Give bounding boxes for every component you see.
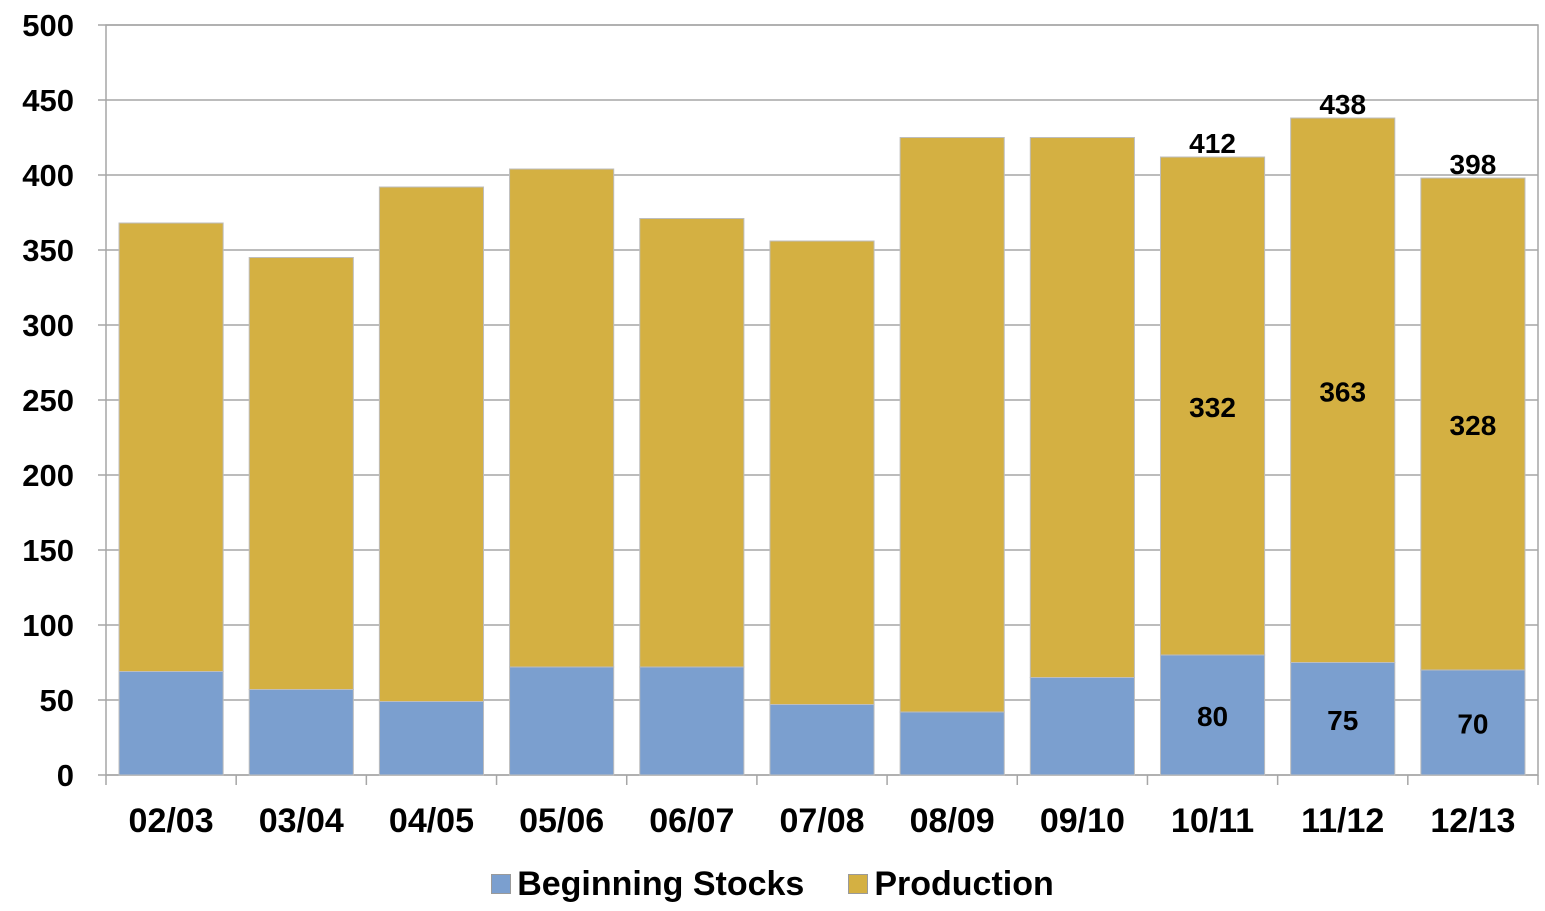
legend-label-beginning-stocks: Beginning Stocks	[517, 864, 805, 903]
y-tick-label: 150	[22, 533, 74, 568]
x-tick-label: 07/08	[779, 802, 864, 840]
total-label: 438	[1319, 89, 1366, 120]
bar-production	[899, 137, 1005, 713]
x-tick-label: 09/10	[1040, 802, 1125, 840]
bar-production	[1159, 156, 1266, 656]
data-label: 75	[1327, 705, 1358, 736]
bar-beginning-stocks	[509, 666, 615, 776]
x-tick-label: 06/07	[649, 802, 734, 840]
bar-beginning-stocks	[769, 704, 875, 776]
legend-swatch-beginning-stocks	[491, 874, 512, 894]
bar-production	[248, 257, 354, 690]
x-tick-label: 02/03	[129, 802, 214, 840]
bar-production	[378, 186, 485, 702]
bar-production	[509, 168, 615, 668]
data-label: 363	[1319, 376, 1366, 407]
bar-beginning-stocks	[378, 701, 485, 776]
bar-beginning-stocks	[1290, 662, 1396, 776]
y-tick-label: 100	[22, 608, 74, 643]
y-tick-label: 50	[40, 683, 74, 718]
y-tick-label: 200	[22, 458, 74, 493]
bar-beginning-stocks	[1420, 669, 1526, 776]
total-label: 412	[1189, 128, 1236, 159]
bar-beginning-stocks	[1159, 654, 1266, 776]
bar-beginning-stocks	[639, 666, 745, 776]
bar-beginning-stocks	[1029, 677, 1135, 776]
bar-beginning-stocks	[118, 671, 224, 776]
legend-swatch-production	[848, 874, 869, 894]
legend-item-production: Production	[848, 864, 1054, 904]
y-tick-label: 250	[22, 383, 74, 418]
x-tick-label: 03/04	[259, 802, 344, 840]
total-label: 398	[1450, 149, 1497, 180]
bar-production	[1290, 117, 1396, 663]
bar-production	[118, 222, 224, 672]
y-tick-label: 0	[57, 758, 74, 793]
legend: Beginning Stocks Production	[0, 864, 1545, 904]
data-label: 332	[1189, 392, 1236, 423]
y-tick-label: 350	[22, 233, 74, 268]
x-tick-label: 08/09	[910, 802, 995, 840]
bar-beginning-stocks	[899, 711, 1005, 776]
bar-production	[639, 218, 745, 668]
legend-item-beginning-stocks: Beginning Stocks	[491, 865, 804, 904]
x-tick-label: 04/05	[389, 802, 474, 840]
legend-label-production: Production	[874, 864, 1054, 903]
y-tick-label: 400	[22, 158, 74, 193]
bar-production	[1420, 177, 1526, 671]
data-label: 70	[1457, 709, 1488, 740]
y-tick-label: 500	[22, 8, 74, 43]
x-tick-label: 12/13	[1430, 802, 1515, 840]
x-tick-label: 10/11	[1171, 802, 1254, 840]
x-tick-label: 05/06	[519, 802, 604, 840]
y-tick-label: 450	[22, 83, 74, 118]
bar-production	[1029, 137, 1135, 678]
bar-beginning-stocks	[248, 689, 354, 776]
data-label: 328	[1450, 410, 1497, 441]
data-label: 80	[1197, 701, 1228, 732]
bar-production	[769, 240, 875, 705]
y-tick-label: 300	[22, 308, 74, 343]
x-tick-label: 11/12	[1301, 802, 1384, 840]
